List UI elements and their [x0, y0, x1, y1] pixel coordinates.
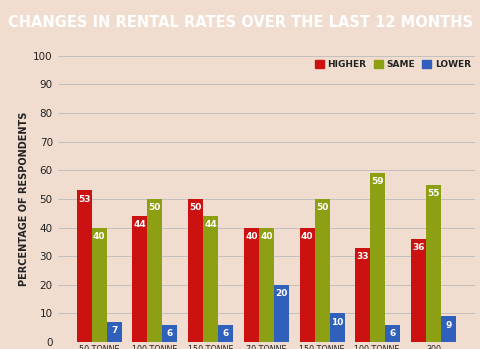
- Y-axis label: PERCENTAGE OF RESPONDENTS: PERCENTAGE OF RESPONDENTS: [19, 112, 29, 286]
- Bar: [274, 285, 289, 342]
- Text: 6: 6: [390, 329, 396, 338]
- Bar: [132, 216, 147, 342]
- Bar: [203, 216, 218, 342]
- Text: 7: 7: [111, 326, 118, 335]
- Text: 50: 50: [190, 203, 202, 212]
- Text: 6: 6: [223, 329, 229, 338]
- Bar: [385, 325, 400, 342]
- Text: 20: 20: [275, 289, 288, 298]
- Text: 50: 50: [316, 203, 328, 212]
- Bar: [107, 322, 122, 342]
- Bar: [218, 325, 233, 342]
- Bar: [188, 199, 203, 342]
- Bar: [162, 325, 178, 342]
- Bar: [92, 228, 107, 342]
- Text: 40: 40: [301, 232, 313, 241]
- Text: 53: 53: [78, 195, 90, 203]
- Text: 59: 59: [372, 178, 384, 186]
- Bar: [330, 313, 345, 342]
- Bar: [441, 316, 456, 342]
- Text: 6: 6: [167, 329, 173, 338]
- Bar: [300, 228, 314, 342]
- Text: 44: 44: [133, 221, 146, 229]
- Text: 36: 36: [412, 243, 425, 252]
- Text: 55: 55: [427, 189, 440, 198]
- Text: 50: 50: [149, 203, 161, 212]
- Text: 9: 9: [445, 320, 452, 329]
- Text: 33: 33: [357, 252, 369, 261]
- Bar: [411, 239, 426, 342]
- Text: 40: 40: [245, 232, 258, 241]
- Text: CHANGES IN RENTAL RATES OVER THE LAST 12 MONTHS: CHANGES IN RENTAL RATES OVER THE LAST 12…: [8, 15, 472, 30]
- Text: 40: 40: [260, 232, 273, 241]
- Text: 10: 10: [331, 318, 343, 327]
- Bar: [147, 199, 162, 342]
- Bar: [314, 199, 330, 342]
- Bar: [244, 228, 259, 342]
- Bar: [426, 185, 441, 342]
- Bar: [355, 247, 371, 342]
- Text: 40: 40: [93, 232, 106, 241]
- Bar: [259, 228, 274, 342]
- Bar: [77, 190, 92, 342]
- Bar: [371, 173, 385, 342]
- Legend: HIGHER, SAME, LOWER: HIGHER, SAME, LOWER: [315, 60, 471, 69]
- Text: 44: 44: [204, 221, 217, 229]
